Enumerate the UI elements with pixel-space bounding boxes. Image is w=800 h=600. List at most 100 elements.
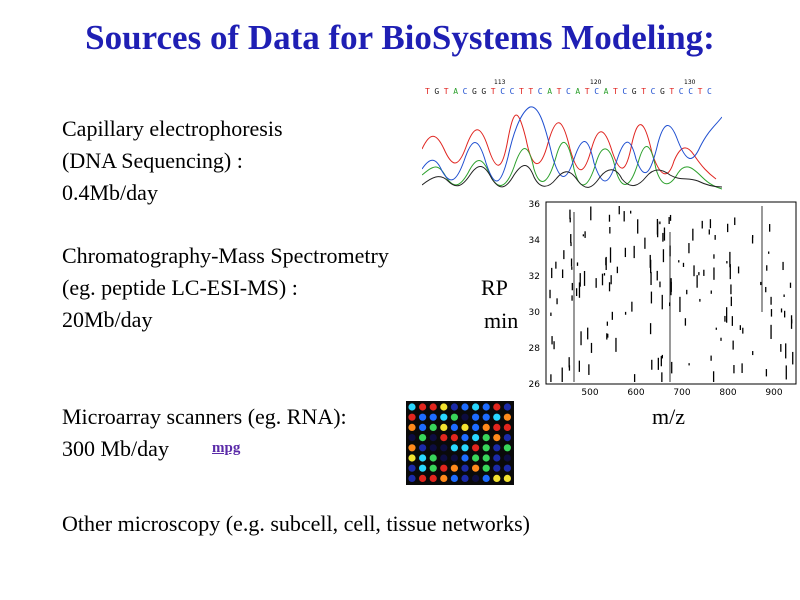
sequence-base: A (453, 87, 458, 96)
capillary-line2: (DNA Sequencing) : (62, 148, 243, 173)
microarray-spot (440, 423, 448, 431)
microarray-spot (450, 413, 458, 421)
microarray-spot (472, 474, 480, 482)
microarray-spot (419, 403, 427, 411)
y-tick-label: 30 (529, 308, 541, 318)
sequence-base: T (519, 87, 524, 96)
microarray-spot (408, 423, 416, 431)
microarray-spot (482, 403, 490, 411)
microarray-spot (503, 413, 511, 421)
microarray-spot (482, 413, 490, 421)
microarray-spot (429, 474, 437, 482)
microarray-spot (461, 403, 469, 411)
microarray-spot (408, 464, 416, 472)
microarray-spot (461, 444, 469, 452)
microarray-spot (503, 444, 511, 452)
x-tick-label: 500 (581, 388, 598, 398)
x-tick-label: 800 (719, 388, 736, 398)
lcms-plot: 36 34 32 30 28 26 500 600 700 800 900 (529, 200, 797, 398)
sequence-base: T (528, 87, 533, 96)
microarray-spot (482, 444, 490, 452)
sequence-base: T (444, 87, 449, 96)
y-axis-ticks: 36 34 32 30 28 26 (529, 200, 541, 390)
trace-black (422, 165, 722, 188)
microarray-spot (461, 413, 469, 421)
microarray-spot (472, 423, 480, 431)
y-tick-label: 32 (529, 272, 540, 282)
microarray-spot (419, 474, 427, 482)
microarray-spot (419, 434, 427, 442)
microarray-spot (461, 423, 469, 431)
microarray-spot (450, 423, 458, 431)
microarray-spot (440, 434, 448, 442)
y-tick-label: 26 (529, 380, 541, 390)
capillary-rate: 0.4Mb/day (62, 180, 158, 205)
microarray-spot (440, 474, 448, 482)
microarray-spot (503, 434, 511, 442)
microarray-line1: Microarray scanners (eg. RNA): (62, 404, 347, 429)
microarray-spot (493, 403, 501, 411)
slide-title: Sources of Data for BioSystems Modeling: (85, 18, 715, 57)
sequence-base: C (622, 87, 627, 96)
sequence-base: C (688, 87, 693, 96)
microarray-spot (440, 413, 448, 421)
microarray-spot (493, 413, 501, 421)
trace-green (422, 142, 722, 190)
sequence-base: G (660, 87, 665, 96)
microarray-spot (472, 464, 480, 472)
sequence-base: C (500, 87, 505, 96)
x-tick-label: 900 (765, 388, 782, 398)
microarray-spot (472, 444, 480, 452)
sequence-base: T (585, 87, 590, 96)
microarray-spot (440, 454, 448, 462)
mz-label: m/z (652, 404, 685, 429)
microarray-spot (450, 474, 458, 482)
microarray-rate: 300 Mb/day (62, 436, 169, 461)
sequence-base: C (594, 87, 599, 96)
microarray-spot (429, 423, 437, 431)
x-tick-label: 700 (673, 388, 690, 398)
sequence-base: T (425, 87, 430, 96)
x-tick-label: 600 (627, 388, 644, 398)
microarray-spot (408, 413, 416, 421)
chromatography-rate: 20Mb/day (62, 307, 153, 332)
microarray-spot (461, 464, 469, 472)
microarray-spot (472, 454, 480, 462)
microarray-spot (450, 464, 458, 472)
microarray-spot (408, 434, 416, 442)
sequence-base: C (463, 87, 468, 96)
microarray-spot (461, 434, 469, 442)
sequence-base: A (575, 87, 580, 96)
microarray-spot (493, 454, 501, 462)
chromatography-line2: (eg. peptide LC-ESI-MS) : (62, 275, 298, 300)
y-tick-label: 36 (529, 200, 541, 210)
microarray-spot (408, 474, 416, 482)
microarray-spot (461, 474, 469, 482)
microarray-spot (419, 464, 427, 472)
microarray-spot (493, 434, 501, 442)
microarray-spot (482, 474, 490, 482)
microarray-spot (503, 464, 511, 472)
microarray-spot (493, 423, 501, 431)
sequence-base: G (472, 87, 477, 96)
microarray-spot (429, 413, 437, 421)
microarray-spot (503, 403, 511, 411)
sequence-position: 120 (590, 79, 602, 86)
sequence-base: G (632, 87, 637, 96)
sequence-base: C (651, 87, 656, 96)
trace-blue (422, 106, 722, 182)
y-tick-label: 34 (529, 236, 541, 246)
microarray-spot (429, 403, 437, 411)
microarray-spot (429, 464, 437, 472)
sequence-base: C (707, 87, 712, 96)
mpg-link[interactable]: mpg (212, 440, 241, 456)
microarray-spot (419, 444, 427, 452)
microarray-spot (472, 434, 480, 442)
microarray-spot (472, 413, 480, 421)
ms-peaks (549, 206, 794, 382)
microarray-spot (482, 464, 490, 472)
microarray-spot (493, 464, 501, 472)
sequence-base: T (669, 87, 674, 96)
microarray-spot (450, 444, 458, 452)
